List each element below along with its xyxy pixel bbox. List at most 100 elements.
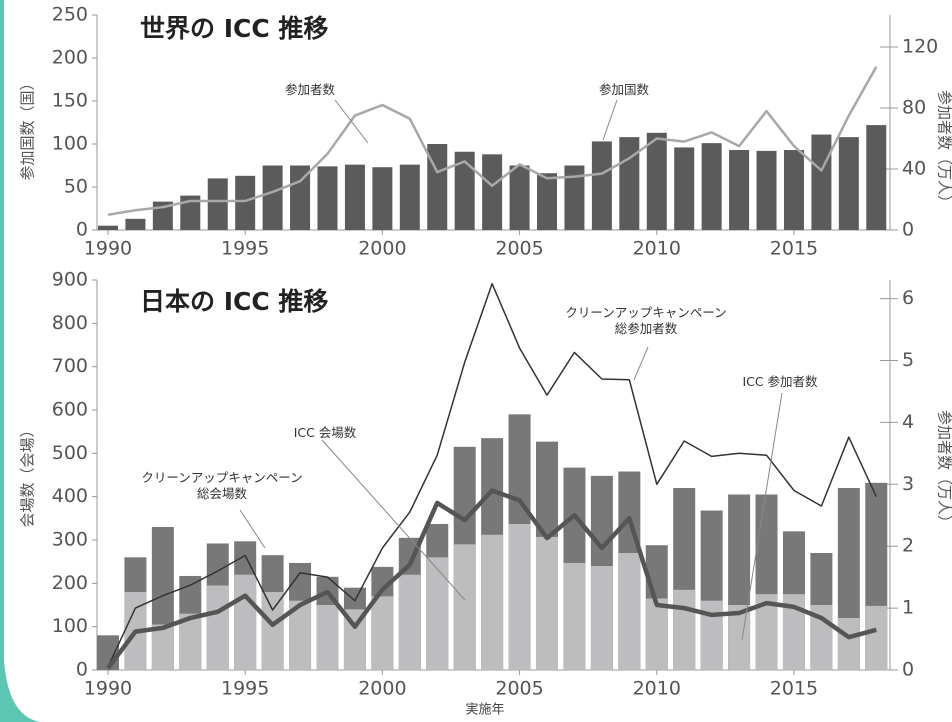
leader-line [334,99,369,144]
x-tick-label: 2005 [495,678,543,700]
bar [591,141,612,230]
bar [508,523,531,670]
bar [372,167,393,230]
x-tick-label: 1990 [84,238,132,260]
y2-tick-label: 6 [902,287,914,309]
chart-title: 世界の ICC 推移 [140,14,328,43]
corner-decoration [0,0,40,722]
line [107,66,878,217]
bar [151,624,174,670]
bar [290,165,311,230]
y-axis-label: 会場数（会場） [19,422,37,527]
bar [289,600,312,670]
bar [701,143,722,230]
y-tick-label: 50 [64,176,88,198]
x-tick-label: 1990 [84,678,132,700]
bar [755,594,778,670]
bar [179,613,202,670]
y2-tick-label: 2 [902,535,914,557]
annotation: 参加者数 [284,82,335,97]
line [107,282,877,668]
bar [343,609,366,670]
bar [426,557,449,670]
x-tick-label: 2005 [495,238,543,260]
bar [838,137,859,230]
leader-line [239,509,266,549]
y-tick-label: 900 [52,269,88,291]
bar [235,175,256,230]
y-tick-label: 100 [52,615,88,637]
bar [180,195,201,230]
bar [509,165,530,230]
bar [399,164,420,230]
y2-tick-label: 40 [902,158,926,180]
annotation: 参加国数 [598,82,649,97]
bar [316,605,339,670]
y-tick-label: 250 [52,4,88,26]
y-tick-label: 400 [52,485,88,507]
y-tick-label: 100 [52,133,88,155]
x-tick-label: 2000 [358,678,406,700]
y-tick-label: 500 [52,442,88,464]
y2-tick-label: 0 [902,219,914,241]
bar [866,125,887,230]
bar [563,562,586,670]
x-tick-label: 2010 [633,678,681,700]
y2-tick-label: 5 [902,349,914,371]
y2-tick-label: 0 [902,659,914,681]
y-tick-label: 700 [52,355,88,377]
leader-line [741,392,783,641]
bar [729,150,750,230]
line [106,488,877,670]
x-tick-label: 1995 [221,238,269,260]
bar [536,536,559,670]
bar [371,596,394,670]
y2-tick-label: 80 [902,97,926,119]
bar [454,151,475,230]
bar [646,132,667,230]
y-axis-label: 参加国数（国） [19,75,37,180]
y-tick-label: 600 [52,399,88,421]
annotation: ICC 参加者数 [742,374,818,389]
annotation: クリーンアップキャンペーン総参加者数 [565,305,727,336]
bar [564,165,585,230]
x-tick-label: 2015 [770,238,818,260]
y2-tick-label: 1 [902,597,914,619]
bar [344,164,365,230]
bar [262,165,283,230]
bar [234,574,257,670]
bar [700,600,723,670]
x-tick-label: 1995 [221,678,269,700]
bar [837,618,860,670]
bar [427,144,448,230]
y-tick-label: 300 [52,529,88,551]
leader-line [602,99,618,141]
bar [398,574,421,670]
annotation: ICC 会場数 [293,425,357,440]
bar [317,166,338,230]
y-tick-label: 200 [52,47,88,69]
x-tick-label: 2010 [633,238,681,260]
bar [674,147,695,230]
y-tick-label: 0 [76,219,88,241]
bar [206,585,229,670]
y-tick-label: 800 [52,312,88,334]
y2-tick-label: 3 [902,473,914,495]
y2-tick-label: 120 [902,36,938,58]
x-tick-label: 2015 [770,678,818,700]
annotation: クリーンアップキャンペーン総会場数 [141,470,303,501]
leader-line [321,439,466,601]
bar [865,605,888,670]
bar [619,137,640,230]
bar [125,218,146,230]
y2-axis-label: 参加者数（万人） [936,90,952,210]
bar [590,566,613,670]
bar [782,594,805,670]
y-tick-label: 200 [52,572,88,594]
x-axis-label: 実施年 [465,702,504,718]
bar [207,178,228,230]
y-tick-label: 0 [76,659,88,681]
y2-tick-label: 4 [902,411,914,433]
